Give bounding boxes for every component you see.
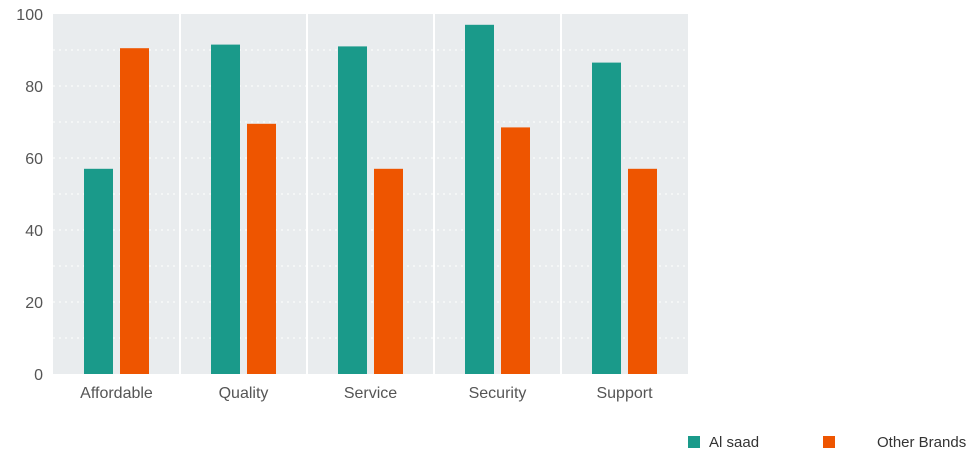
legend-swatch-other-brands <box>823 436 835 448</box>
y-tick-label: 40 <box>25 223 43 240</box>
bar-other-brands-affordable <box>120 48 149 374</box>
bars <box>84 24 657 375</box>
y-axis-ticks: 0 20 40 60 80 100 <box>16 7 43 384</box>
legend-item-al-saad[interactable]: Al saad <box>688 432 759 452</box>
legend-label-al-saad: Al saad <box>709 433 760 451</box>
x-tick-label: Quality <box>219 385 269 402</box>
bar-other-brands-quality <box>247 123 276 374</box>
y-tick-label: 100 <box>16 7 43 24</box>
y-tick-label: 60 <box>25 151 43 168</box>
bar-al-saad-service <box>338 46 367 375</box>
y-tick-label: 20 <box>25 295 43 312</box>
bar-other-brands-service <box>374 168 403 374</box>
x-axis-ticks: Affordable Quality Service Security Support <box>80 385 653 402</box>
legend-swatch-al-saad <box>688 436 700 448</box>
bar-other-brands-security <box>501 127 530 375</box>
x-tick-label: Security <box>469 385 527 402</box>
bar-other-brands-support <box>628 168 657 374</box>
bar-al-saad-support <box>592 62 621 374</box>
bar-al-saad-security <box>465 24 494 375</box>
legend-label-other-brands: Other Brands <box>877 433 967 451</box>
x-tick-label: Affordable <box>80 385 153 402</box>
legend-item-other-brands[interactable]: Other Brands <box>823 432 966 452</box>
gridlines <box>53 14 688 374</box>
y-tick-label: 80 <box>25 79 43 96</box>
x-tick-label: Support <box>596 385 653 402</box>
bar-al-saad-quality <box>211 44 240 374</box>
y-tick-label: 0 <box>34 367 43 384</box>
x-tick-label: Service <box>344 385 397 402</box>
bar-al-saad-affordable <box>84 168 113 374</box>
